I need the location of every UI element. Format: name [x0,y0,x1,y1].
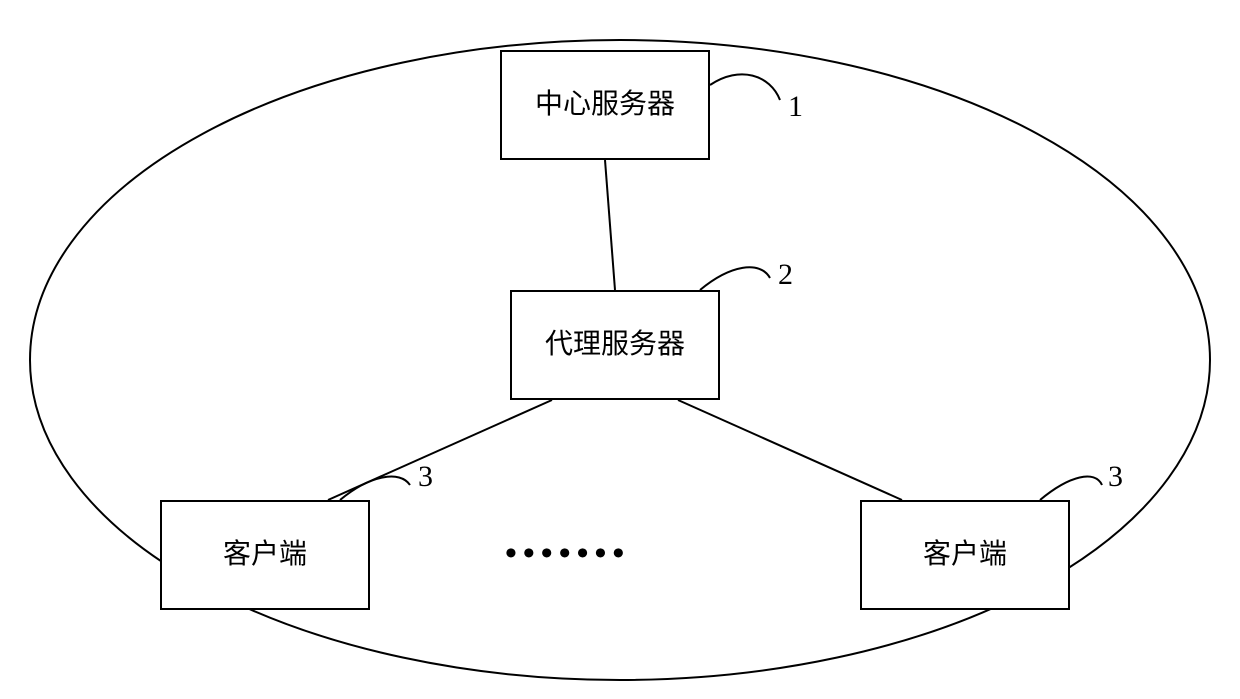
num-label-client-right: 3 [1108,460,1123,494]
node-center-server-label: 中心服务器 [535,90,675,121]
callout-curve [340,477,410,500]
num-label-client-left: 3 [418,460,433,494]
node-client-right: 客户端 [860,500,1070,610]
callout-curve [700,267,770,290]
edge [605,160,615,290]
node-proxy-server-label: 代理服务器 [545,330,685,361]
callout-curve [1040,477,1102,500]
node-client-left: 客户端 [160,500,370,610]
diagram-stage: 中心服务器 代理服务器 客户端 客户端 1 2 3 3 ••••••• [0,0,1240,699]
callouts-group [340,74,1102,500]
node-client-right-label: 客户端 [923,540,1007,571]
callout-curve [710,74,780,100]
edge [678,400,902,500]
node-client-left-label: 客户端 [223,540,307,571]
node-proxy-server: 代理服务器 [510,290,720,400]
ellipsis-dots: ••••••• [505,535,630,573]
num-label-center-server: 1 [788,90,803,124]
node-center-server: 中心服务器 [500,50,710,160]
num-label-proxy-server: 2 [778,258,793,292]
